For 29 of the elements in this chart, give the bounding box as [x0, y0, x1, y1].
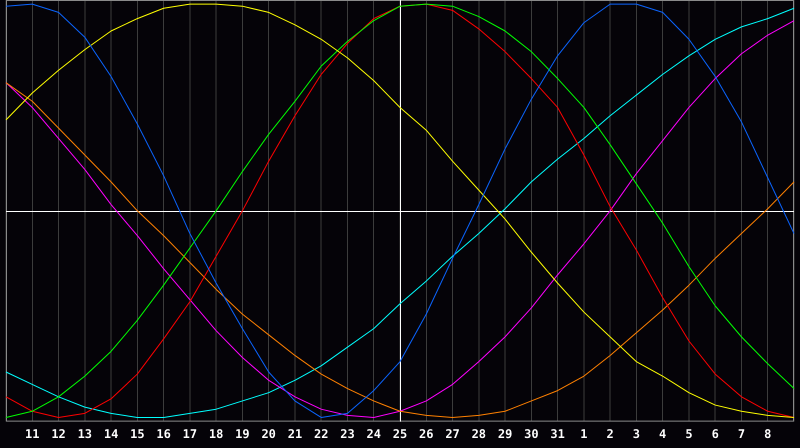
x-tick-label: 18 [208, 426, 224, 441]
x-tick-label: 4 [659, 426, 666, 441]
x-tick-label: 27 [445, 426, 460, 441]
x-tick-label: 29 [498, 426, 512, 441]
x-tick-label: 15 [130, 426, 145, 441]
x-tick-label: 2 [606, 426, 614, 441]
x-tick-label: 13 [78, 426, 92, 441]
x-tick-label: 21 [288, 426, 302, 441]
x-tick-label: 1 [580, 426, 588, 441]
x-tick-label: 11 [25, 426, 40, 441]
x-tick-label: 5 [685, 426, 693, 441]
x-tick-label: 6 [712, 426, 719, 441]
x-tick-label: 28 [472, 426, 486, 441]
x-tick-label: 20 [261, 426, 276, 441]
x-tick-label: 19 [235, 426, 250, 441]
x-tick-label: 8 [764, 426, 772, 441]
x-tick-label: 12 [51, 426, 66, 441]
x-tick-label: 7 [738, 426, 746, 441]
x-tick-label: 30 [524, 426, 539, 441]
x-tick-label: 24 [366, 426, 381, 441]
x-tick-label: 3 [632, 426, 640, 441]
x-tick-label: 31 [550, 426, 565, 441]
x-tick-label: 23 [340, 426, 355, 441]
x-tick-label: 26 [419, 426, 434, 441]
x-tick-label: 16 [156, 426, 171, 441]
x-tick-label: 17 [182, 426, 198, 441]
x-tick-label: 14 [104, 426, 118, 441]
x-tick-label: 22 [314, 426, 328, 441]
x-tick-label: 25 [392, 426, 408, 441]
